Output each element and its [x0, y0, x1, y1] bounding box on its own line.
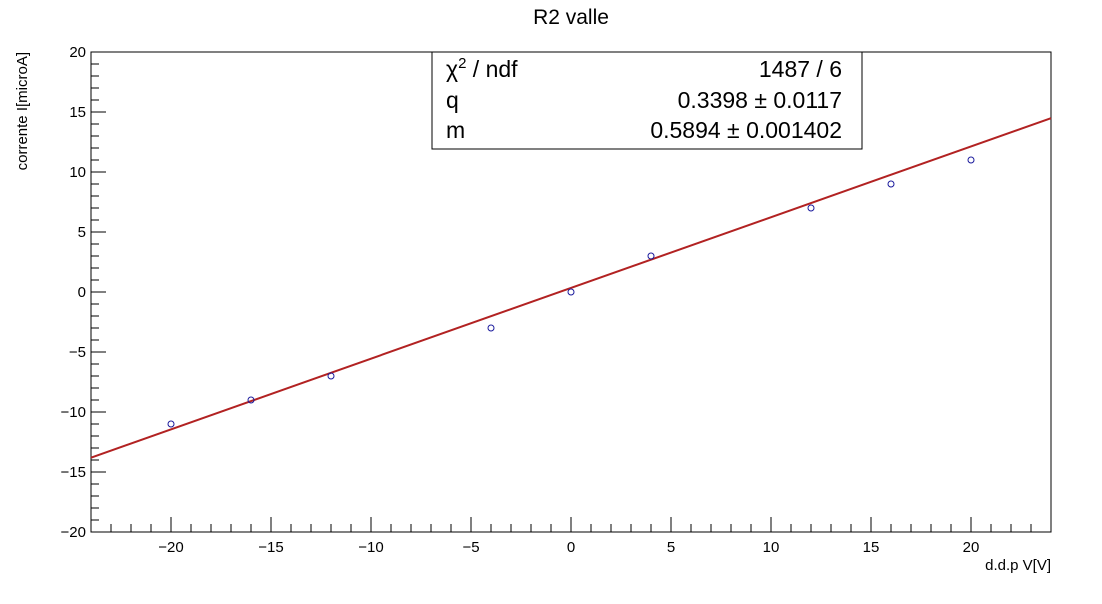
x-tick-label: −10 [358, 539, 383, 556]
stats-box-frame [431, 51, 863, 150]
stats-row-value: 0.3398 ± 0.0117 [678, 87, 842, 113]
x-tick-label: 0 [567, 539, 575, 556]
stats-box: χ2 / ndf 1487 / 6 q 0.3398 ± 0.0117 m 0.5894 … [431, 51, 863, 150]
data-point [487, 324, 495, 332]
data-point [567, 288, 575, 296]
x-axis-title: d.d.p V[V] [985, 557, 1051, 574]
y-tick-label: 20 [69, 44, 86, 61]
data-point [247, 396, 255, 404]
y-tick-label: −5 [69, 344, 86, 361]
y-tick-label: −20 [61, 524, 86, 541]
x-tick-label: 10 [763, 539, 780, 556]
y-tick-label: 0 [78, 284, 86, 301]
stats-row-label: χ2 / ndf [446, 55, 518, 82]
data-point [807, 204, 815, 212]
data-point [647, 252, 655, 260]
data-point [967, 156, 975, 164]
chart-title: R2 valle [533, 6, 609, 29]
x-tick-label: −5 [462, 539, 479, 556]
y-tick-label: 5 [78, 224, 86, 241]
y-tick-label: −15 [61, 464, 86, 481]
stats-row-value: 0.5894 ± 0.001402 [650, 117, 842, 143]
fit-line [90, 117, 1052, 459]
stats-row-label: q [446, 87, 459, 113]
x-tick-label: 15 [863, 539, 880, 556]
x-tick-label: −15 [258, 539, 283, 556]
x-tick-label: 5 [667, 539, 675, 556]
y-tick-label: 15 [69, 104, 86, 121]
x-tick-label: −20 [158, 539, 183, 556]
y-axis: −20 −15 −10 −5 0 5 10 15 20 [61, 44, 106, 541]
data-point [167, 420, 175, 428]
data-points [167, 156, 975, 428]
x-tick-label: 20 [963, 539, 980, 556]
data-point [327, 372, 335, 380]
y-axis-title: corrente I[microA] [14, 52, 31, 170]
y-tick-label: −10 [61, 404, 86, 421]
stats-row-value: 1487 / 6 [759, 56, 842, 82]
x-axis: −20 −15 −10 −5 0 5 10 15 20 [90, 517, 1052, 556]
y-tick-label: 10 [69, 164, 86, 181]
data-point [887, 180, 895, 188]
stats-row-label: m [446, 117, 465, 143]
